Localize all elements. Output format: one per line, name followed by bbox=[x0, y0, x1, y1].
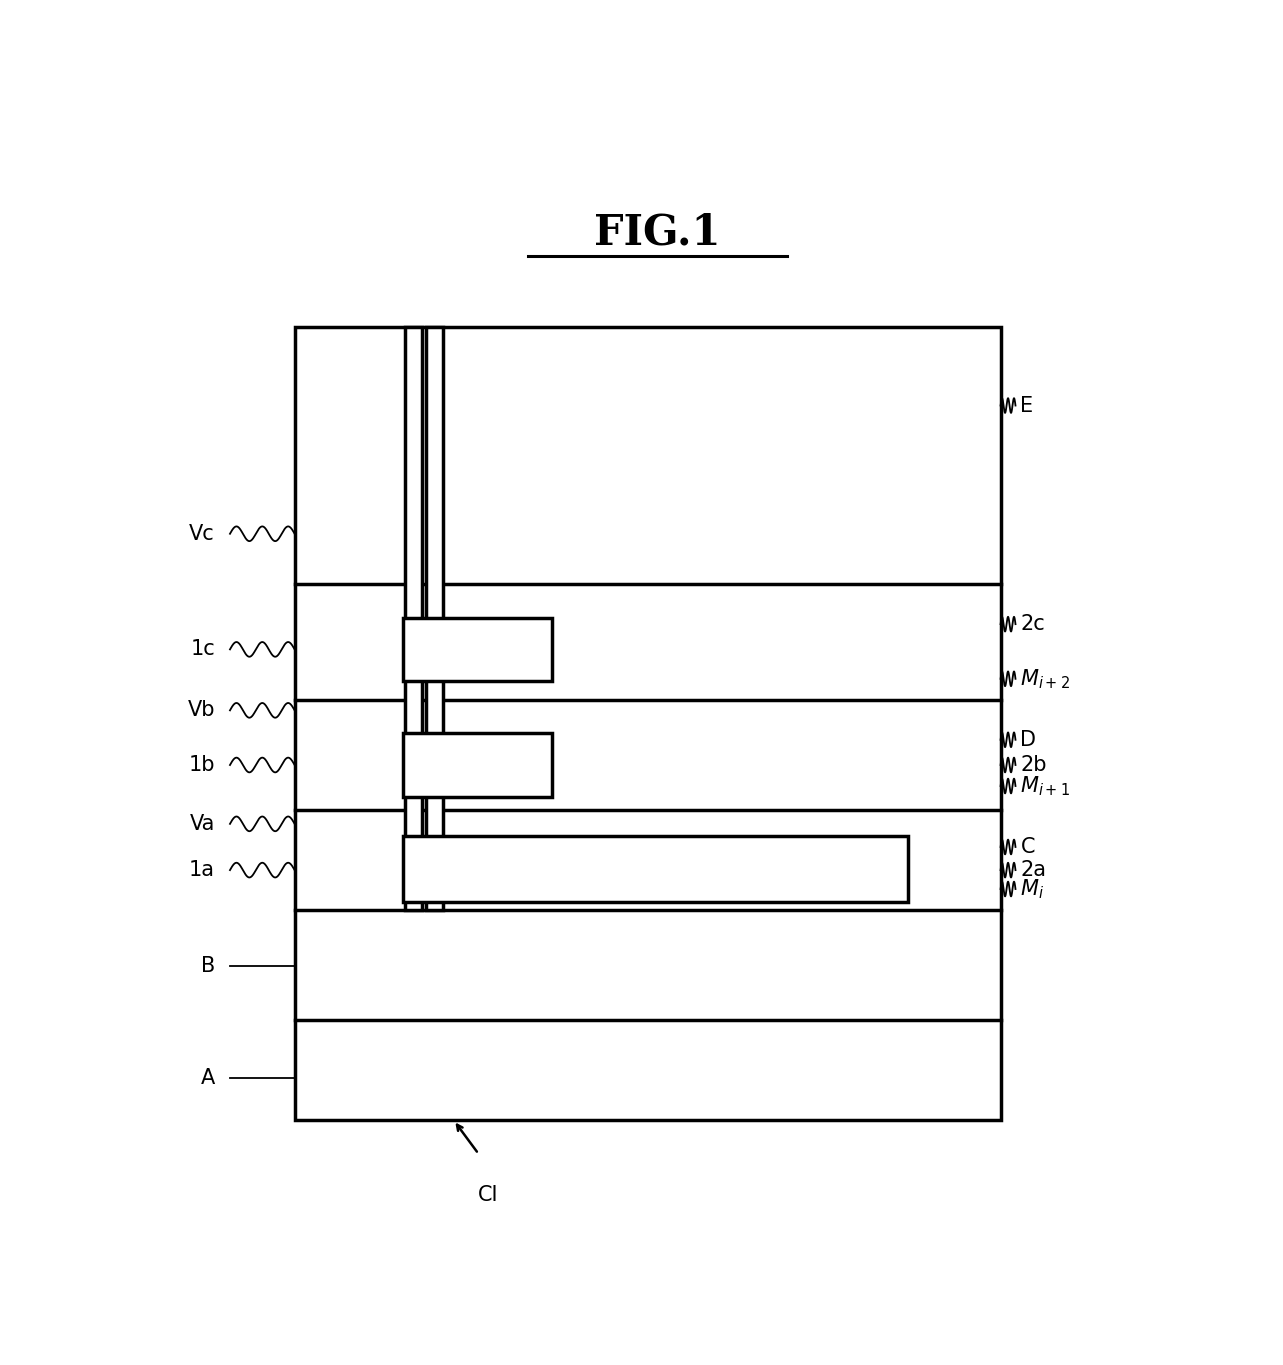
Text: C: C bbox=[1020, 837, 1035, 857]
Text: 1a: 1a bbox=[189, 860, 216, 880]
Text: B: B bbox=[201, 955, 216, 976]
Bar bbox=[403, 733, 552, 797]
Bar bbox=[295, 326, 1001, 1121]
Text: Vc: Vc bbox=[190, 524, 216, 543]
Text: 1b: 1b bbox=[189, 755, 216, 775]
Text: 2a: 2a bbox=[1020, 860, 1047, 880]
Bar bbox=[426, 326, 443, 910]
Bar bbox=[403, 837, 908, 902]
Text: FIG.1: FIG.1 bbox=[594, 212, 721, 253]
Text: CI: CI bbox=[479, 1185, 499, 1205]
Text: Vb: Vb bbox=[187, 700, 216, 721]
Text: Va: Va bbox=[190, 814, 216, 834]
Text: E: E bbox=[1020, 396, 1034, 415]
Text: $M_{i+1}$: $M_{i+1}$ bbox=[1020, 774, 1070, 797]
Text: $M_{i+2}$: $M_{i+2}$ bbox=[1020, 667, 1070, 691]
Text: D: D bbox=[1020, 730, 1037, 749]
Text: $M_{i}$: $M_{i}$ bbox=[1020, 878, 1044, 901]
Text: 1c: 1c bbox=[190, 639, 216, 659]
Bar bbox=[403, 618, 552, 681]
Text: 2c: 2c bbox=[1020, 614, 1046, 635]
Text: A: A bbox=[201, 1069, 216, 1088]
Bar bbox=[405, 326, 422, 910]
Text: 2b: 2b bbox=[1020, 755, 1047, 775]
